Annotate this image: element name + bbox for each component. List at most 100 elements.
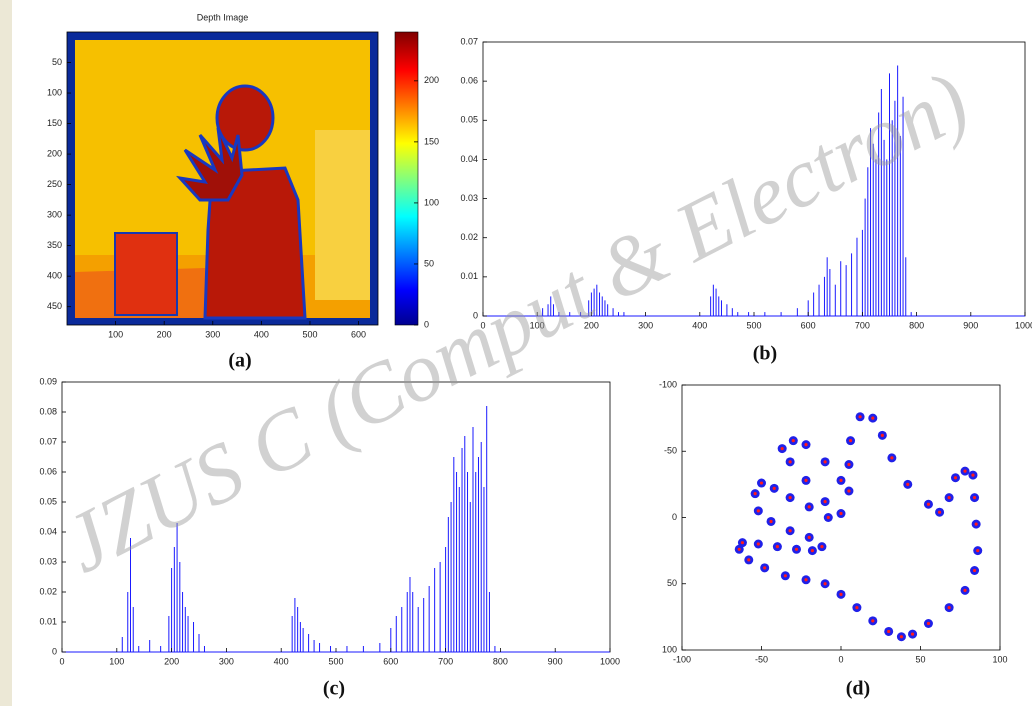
point-center: [808, 505, 811, 508]
point-center: [906, 483, 909, 486]
x-tick-label: 600: [383, 656, 398, 666]
y-tick-label: 0.06: [460, 76, 478, 86]
colorbar-tick-label: 150: [424, 136, 439, 146]
x-tick-label: 50: [915, 654, 925, 664]
y-tick-label: 50: [52, 57, 62, 67]
point-center: [804, 479, 807, 482]
point-center: [824, 500, 827, 503]
point-center: [871, 619, 874, 622]
point-center: [927, 503, 930, 506]
y-tick-label: 350: [47, 240, 62, 250]
y-tick-label: 0.01: [460, 271, 478, 281]
y-tick-label: 0: [52, 646, 57, 656]
point-center: [824, 582, 827, 585]
colorbar-tick-label: 200: [424, 75, 439, 85]
chart-title: Depth Image: [197, 12, 249, 22]
x-tick-label: 200: [164, 656, 179, 666]
point-center: [781, 447, 784, 450]
point-center: [976, 549, 979, 552]
point-center: [824, 460, 827, 463]
y-tick-label: 100: [662, 644, 677, 654]
x-tick-label: 400: [692, 320, 707, 330]
x-tick-label: 700: [438, 656, 453, 666]
point-center: [973, 569, 976, 572]
x-tick-label: 300: [219, 656, 234, 666]
x-tick-label: 300: [638, 320, 653, 330]
point-center: [789, 496, 792, 499]
point-center: [811, 549, 814, 552]
point-center: [849, 439, 852, 442]
x-tick-label: 500: [302, 329, 317, 339]
point-center: [858, 415, 861, 418]
y-tick-label: -100: [659, 379, 677, 389]
y-tick-label: 0.08: [39, 406, 57, 416]
point-center: [760, 481, 763, 484]
x-tick-label: 500: [746, 320, 761, 330]
y-tick-label: 250: [47, 179, 62, 189]
y-tick-label: 0.07: [460, 36, 478, 46]
x-tick-label: 500: [328, 656, 343, 666]
x-tick-label: 1000: [1015, 320, 1032, 330]
y-tick-label: 100: [47, 87, 62, 97]
page: {"chart_data": [ {"type": "image", "titl…: [0, 0, 1032, 706]
point-center: [808, 536, 811, 539]
caption: (b): [753, 343, 777, 365]
point-center: [847, 489, 850, 492]
y-tick-label: 0.01: [39, 616, 57, 626]
x-tick-label: -100: [673, 654, 691, 664]
y-tick-label: 200: [47, 148, 62, 158]
point-center: [792, 439, 795, 442]
x-tick-label: 100: [108, 329, 123, 339]
point-center: [954, 476, 957, 479]
x-tick-label: 700: [855, 320, 870, 330]
y-tick-label: 450: [47, 301, 62, 311]
point-center: [963, 470, 966, 473]
y-tick-label: 300: [47, 210, 62, 220]
y-tick-label: 0.03: [39, 556, 57, 566]
colorbar-tick-label: 50: [424, 258, 434, 268]
point-center: [804, 578, 807, 581]
point-center: [975, 523, 978, 526]
point-center: [757, 509, 760, 512]
point-center: [769, 520, 772, 523]
x-tick-label: 600: [351, 329, 366, 339]
point-center: [741, 541, 744, 544]
y-tick-label: -50: [664, 446, 677, 456]
point-center: [963, 589, 966, 592]
point-center: [738, 548, 741, 551]
y-tick-label: 150: [47, 118, 62, 128]
y-tick-label: 0.02: [460, 232, 478, 242]
x-tick-label: 100: [992, 654, 1007, 664]
x-tick-label: 400: [274, 656, 289, 666]
point-center: [839, 593, 842, 596]
point-center: [827, 516, 830, 519]
y-tick-label: 0.02: [39, 586, 57, 596]
y-tick-label: 0.03: [460, 193, 478, 203]
point-center: [927, 622, 930, 625]
point-center: [887, 630, 890, 633]
colorbar-tick-label: 100: [424, 197, 439, 207]
point-center: [847, 463, 850, 466]
y-tick-label: 50: [667, 578, 677, 588]
x-tick-label: -50: [755, 654, 768, 664]
point-center: [971, 474, 974, 477]
y-tick-label: 0.04: [39, 526, 57, 536]
point-center: [804, 443, 807, 446]
y-tick-label: 0.04: [460, 154, 478, 164]
x-tick-label: 800: [493, 656, 508, 666]
point-center: [784, 574, 787, 577]
image-building: [315, 130, 370, 300]
point-center: [795, 548, 798, 551]
x-tick-label: 0: [838, 654, 843, 664]
point-center: [820, 545, 823, 548]
figure: 1002003004005006005010015020025030035040…: [0, 0, 1032, 706]
point-center: [948, 606, 951, 609]
y-tick-label: 0.09: [39, 376, 57, 386]
y-tick-label: 400: [47, 271, 62, 281]
point-center: [948, 496, 951, 499]
point-center: [757, 542, 760, 545]
point-center: [938, 511, 941, 514]
depth-image: [67, 32, 378, 325]
y-tick-label: 0.06: [39, 466, 57, 476]
x-tick-label: 400: [254, 329, 269, 339]
